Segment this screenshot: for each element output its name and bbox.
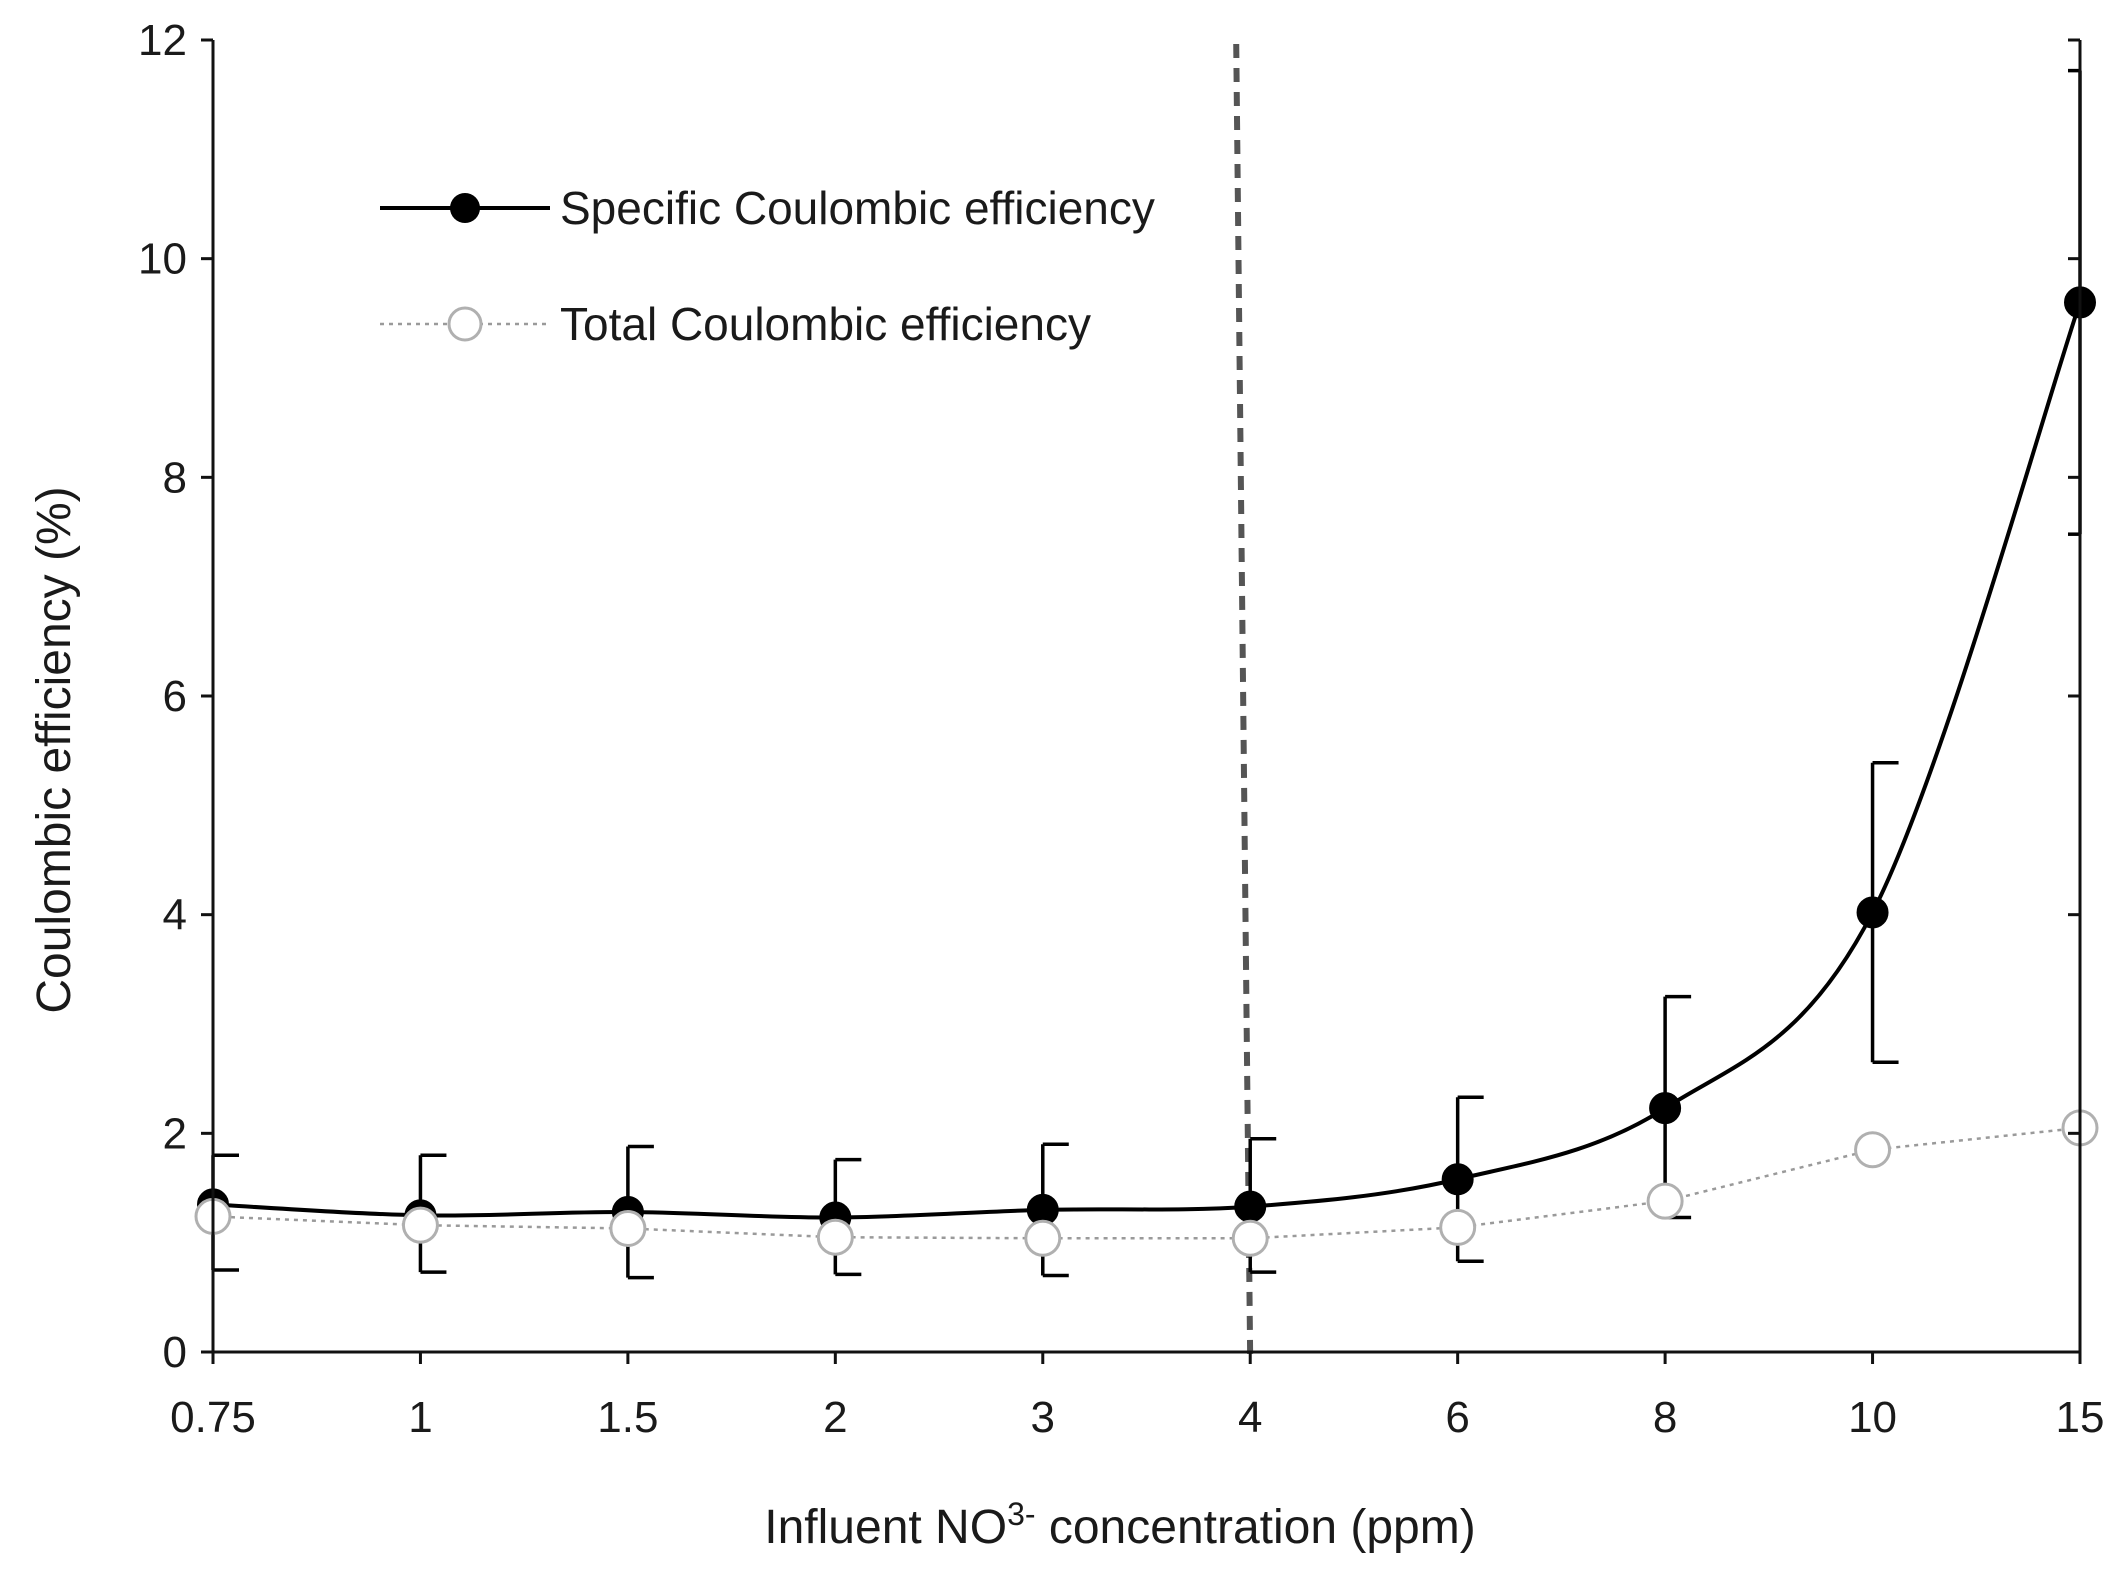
x-tick-label: 4 — [1238, 1393, 1262, 1442]
x-tick-label: 15 — [2056, 1393, 2105, 1442]
x-tick-label: 3 — [1031, 1393, 1055, 1442]
x-axis-title-suffix: concentration (ppm) — [1036, 1501, 1476, 1554]
x-tick-label: 10 — [1848, 1393, 1897, 1442]
y-tick-label: 12 — [138, 16, 187, 65]
y-tick-label: 10 — [138, 235, 187, 284]
x-tick-label: 1.5 — [597, 1393, 658, 1442]
data-point-total — [401, 1206, 439, 1244]
data-point-total — [816, 1218, 854, 1256]
series-line-total — [212, 1126, 2081, 1240]
x-tick-label: 0.75 — [170, 1393, 256, 1442]
legend-specific-marker — [450, 193, 480, 223]
x-axis-title: Influent NO3- concentration (ppm) — [764, 1496, 1475, 1554]
legend-specific-label: Specific Coulombic efficiency — [560, 182, 1155, 234]
legend: Specific Coulombic efficiency Total Coul… — [380, 182, 1155, 350]
data-point-specific — [1234, 1190, 1267, 1223]
legend-total-marker — [447, 306, 483, 342]
data-point-total — [1024, 1219, 1062, 1257]
y-tick-label: 4 — [163, 891, 187, 940]
data-point-specific — [1441, 1163, 1474, 1196]
series-line-specific — [212, 301, 2082, 1220]
y-axis-title: Coulombic efficiency (%) — [28, 486, 81, 1013]
x-tick-label: 2 — [823, 1393, 847, 1442]
y-tick-label: 2 — [163, 1109, 187, 1158]
x-axis-title-prefix: Influent NO — [764, 1501, 1007, 1554]
data-point-total — [609, 1209, 647, 1247]
axes: 0 2 4 6 8 10 12 0.75 1 1.5 2 3 4 6 8 10 15 — [138, 16, 2104, 1442]
x-tick-label: 6 — [1445, 1393, 1469, 1442]
legend-total-label: Total Coulombic efficiency — [560, 298, 1091, 350]
reference-dashed-line — [1233, 43, 1254, 1363]
x-axis-title-superscript: 3- — [1007, 1496, 1035, 1532]
data-point-total — [1439, 1208, 1477, 1246]
data-point-specific — [1856, 896, 1889, 929]
data-point-total — [1231, 1219, 1269, 1257]
data-point-specific — [1649, 1092, 1682, 1125]
plot-area — [194, 43, 2099, 1363]
data-point-total — [1854, 1131, 1892, 1169]
data-point-total — [1646, 1182, 1684, 1220]
y-tick-label: 8 — [163, 453, 187, 502]
y-tick-label: 6 — [163, 672, 187, 721]
y-tick-label: 0 — [163, 1328, 187, 1377]
x-tick-label: 1 — [408, 1393, 432, 1442]
x-tick-label: 8 — [1653, 1393, 1677, 1442]
